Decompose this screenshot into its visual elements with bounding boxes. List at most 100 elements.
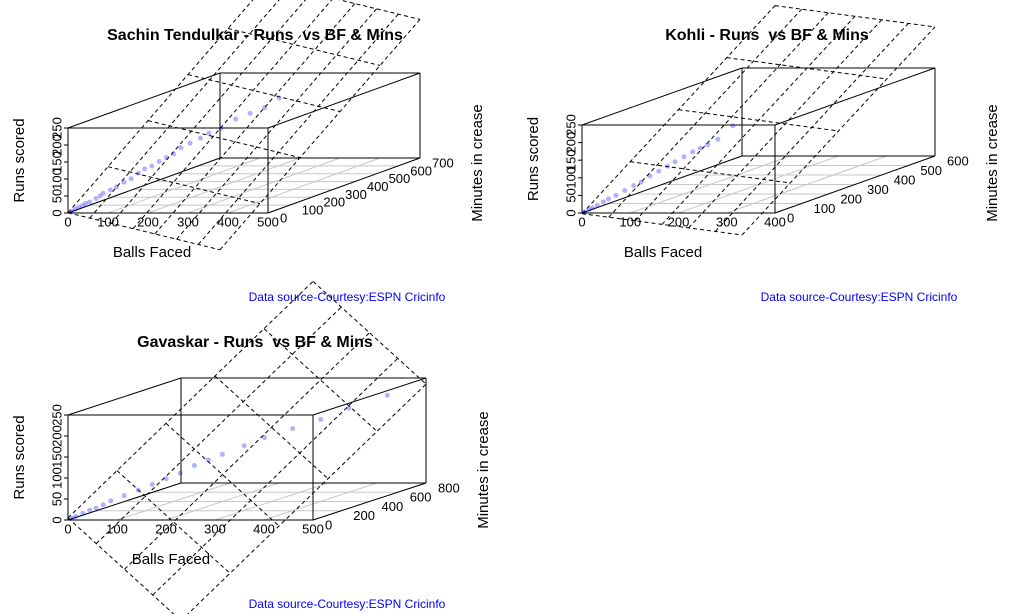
- data-point: [87, 507, 93, 513]
- x-tick-label: 300: [716, 214, 738, 229]
- z-tick-label: 100: [49, 168, 64, 190]
- regression-plane-line: [152, 358, 399, 596]
- y-axis-label: Minutes in crease: [984, 104, 1001, 222]
- data-point: [318, 416, 324, 422]
- data-point: [171, 151, 177, 157]
- data-point: [241, 443, 247, 449]
- z-tick-label: 50: [49, 492, 64, 506]
- data-point: [590, 205, 596, 211]
- x-tick-label: 200: [668, 214, 690, 229]
- data-point: [72, 206, 78, 212]
- x-tick-label: 0: [578, 214, 585, 229]
- z-tick-label: 200: [49, 425, 64, 447]
- data-point: [149, 163, 155, 169]
- regression-plane-line: [227, 27, 381, 66]
- data-point: [93, 505, 99, 511]
- x-tick-label: 300: [204, 521, 226, 536]
- regression-plane-line: [688, 19, 883, 229]
- y-tick-label: 600: [410, 490, 432, 505]
- regression-plane-line: [338, 0, 421, 20]
- data-point: [582, 209, 588, 215]
- data-point: [715, 136, 721, 142]
- z-tick-label: 100: [49, 467, 64, 489]
- x-tick-label: 100: [97, 214, 119, 229]
- data-point: [605, 196, 611, 202]
- y-tick-label: 600: [410, 163, 432, 178]
- data-point: [135, 487, 141, 493]
- z-tick-label: 100: [563, 167, 578, 189]
- data-point: [128, 176, 134, 182]
- regression-plane-line: [111, 0, 306, 224]
- x-axis-label: Balls Faced: [113, 244, 191, 261]
- data-point: [681, 154, 687, 160]
- data-point: [156, 158, 162, 164]
- y-tick-label: 400: [894, 172, 916, 187]
- regression-plane-line: [263, 328, 378, 432]
- data-point: [114, 184, 120, 190]
- x-tick-label: 0: [64, 521, 71, 536]
- data-point: [135, 170, 141, 176]
- chart-panel: Sachin Tendulkar - Runs vs BF & Mins 0 100…: [11, 0, 486, 304]
- regression-plane-line: [634, 12, 829, 222]
- chart-panel: Gavaskar - Runs vs BF & Mins 0 100 200 300 40…: [11, 281, 492, 614]
- data-point: [276, 95, 282, 101]
- x-tick-label: 400: [764, 214, 786, 229]
- z-tick-label: 250: [563, 114, 578, 136]
- regression-plane-line: [67, 517, 175, 614]
- data-point: [290, 426, 296, 431]
- data-point: [76, 204, 82, 210]
- z-axis-label: Runs scored: [11, 118, 28, 202]
- data-point: [586, 206, 592, 212]
- regression-plane-line: [116, 470, 231, 574]
- data-point: [647, 173, 653, 179]
- x-tick-label: 100: [106, 521, 128, 536]
- z-axis-label: Runs scored: [11, 415, 28, 499]
- y-tick-label: 200: [323, 195, 345, 210]
- regression-plane-line: [176, 8, 377, 240]
- data-point: [705, 142, 711, 148]
- box-edge: [312, 482, 427, 521]
- y-tick-label: 400: [367, 179, 389, 194]
- z-tick-label: 150: [563, 149, 578, 171]
- data-point: [97, 193, 103, 199]
- x-tick-label: 100: [619, 214, 641, 229]
- data-point: [262, 435, 268, 441]
- data-point: [218, 125, 224, 131]
- data-point: [665, 163, 671, 169]
- data-point: [69, 515, 75, 521]
- regression-plane-line: [95, 306, 342, 544]
- z-tick-label: 50: [49, 189, 64, 203]
- y-tick-label: 0: [325, 517, 332, 532]
- data-point: [672, 159, 678, 165]
- data-point: [197, 135, 203, 141]
- floor-grid-line: [147, 157, 301, 214]
- data-point: [205, 457, 211, 463]
- floor-grid-line: [227, 157, 381, 214]
- data-point: [384, 392, 390, 398]
- z-tick-label: 0: [49, 209, 64, 216]
- data-point: [177, 470, 183, 476]
- z-tick-label: 200: [49, 134, 64, 156]
- x-axis-label: Balls Faced: [624, 244, 702, 261]
- box-edge: [581, 67, 743, 126]
- regression-plane-line: [608, 8, 803, 218]
- box-edge: [67, 72, 221, 129]
- box-edge: [312, 377, 427, 416]
- chart-title: Gavaskar - Runs vs BF & Mins: [137, 334, 373, 351]
- z-tick-label: 150: [49, 446, 64, 468]
- y-tick-label: 200: [840, 191, 862, 206]
- regression-plane-line: [219, 19, 421, 251]
- caption: Data source-Courtesy:ESPN Cricinfo: [761, 290, 958, 304]
- data-point: [80, 510, 86, 516]
- z-tick-label: 200: [563, 132, 578, 154]
- data-point: [697, 145, 703, 151]
- data-point: [73, 514, 79, 520]
- data-point: [163, 155, 169, 161]
- regression-plane-line: [197, 13, 399, 245]
- chart-title: Sachin Tendulkar - Runs vs BF & Mins: [107, 27, 403, 44]
- y-tick-label: 600: [947, 153, 969, 168]
- data-point: [622, 188, 628, 194]
- regression-plane-line: [67, 0, 254, 214]
